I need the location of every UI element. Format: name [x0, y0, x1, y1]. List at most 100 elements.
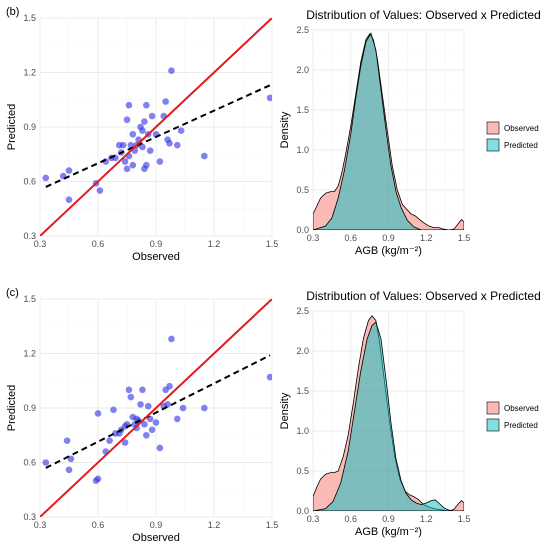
legend: Observed Predicted	[486, 121, 539, 152]
scatter-point	[201, 152, 208, 160]
x-tick-label: 0.3	[34, 239, 47, 249]
scatter-point	[42, 459, 50, 466]
legend-label: Observed	[504, 404, 539, 413]
scatter-point	[127, 393, 135, 401]
scatter-point	[143, 431, 150, 439]
scatter-point	[156, 444, 164, 452]
x-tick-label: 0.9	[382, 233, 395, 243]
density-area-predicted	[313, 32, 464, 230]
scatter-point	[179, 404, 187, 412]
legend-swatch-predicted	[486, 418, 500, 432]
x-tick-label: 0.9	[150, 239, 163, 249]
scatter-point	[139, 127, 146, 134]
plot-area	[40, 18, 272, 236]
y-tick-label: 1.5	[296, 386, 309, 396]
identity-line	[40, 299, 272, 517]
chart-panel-4: 0.3 0.6 0.9 1.2 1.5 0.0 0.5 1.0 1.5 2.0 2.5 AGB (kg…	[279, 289, 541, 538]
chart-title: Distribution of Values: Observed x Predi…	[306, 8, 541, 22]
y-tick-label: 0.9	[23, 403, 36, 413]
x-tick-label: 1.5	[266, 239, 279, 249]
y-tick-label: 2.5	[296, 25, 309, 35]
density-area-predicted	[313, 321, 464, 511]
y-tick-label: 1.0	[296, 426, 309, 436]
plot-area	[40, 299, 272, 517]
chart-panel-3: 0.3 0.6 0.9 1.2 1.5 0.3 0.6 0.9 1.2 1.5 Observed Pr…	[6, 287, 278, 544]
x-tick-label: 0.6	[92, 520, 105, 530]
legend-label: Predicted	[504, 141, 538, 150]
y-axis-label: Predicted	[6, 104, 18, 150]
y-axis-label: Density	[279, 392, 291, 429]
regression-line	[45, 354, 271, 469]
scatter-point	[141, 421, 148, 428]
legend-swatch-observed	[486, 401, 500, 415]
x-axis-label: AGB (kg/m⁻²)	[355, 526, 422, 538]
y-tick-label: 0.3	[23, 231, 36, 241]
scatter-point	[166, 382, 173, 390]
grid	[39, 17, 273, 237]
scatter-point	[164, 401, 171, 408]
panel-label: (c)	[6, 287, 19, 299]
scatter-point	[65, 466, 73, 474]
scatter-point	[156, 158, 164, 165]
scatter-point	[168, 67, 175, 74]
y-tick-label: 0.9	[23, 122, 36, 132]
x-tick-label: 0.9	[382, 514, 395, 524]
y-tick-label: 2.5	[296, 306, 309, 316]
chart-panel-2: 0.3 0.6 0.9 1.2 1.5 0.0 0.5 1.0 1.5 2.0 2.5 AGB (kg…	[279, 8, 541, 257]
y-axis-label: Density	[279, 111, 291, 148]
x-tick-label: 0.9	[150, 520, 163, 530]
x-tick-label: 0.6	[344, 514, 357, 524]
scatter-point	[94, 475, 102, 483]
scatter-point	[148, 112, 156, 120]
scatter-point	[139, 143, 146, 151]
x-tick-label: 0.6	[344, 233, 357, 243]
scatter-point	[110, 406, 117, 414]
y-tick-label: 0.5	[296, 466, 309, 476]
y-tick-label: 0.0	[296, 225, 309, 235]
y-tick-label: 0.6	[23, 177, 36, 187]
x-tick-label: 1.5	[458, 233, 471, 243]
scatter-point	[63, 437, 71, 445]
chart-panel-1: 0.3 0.6 0.9 1.2 1.5 0.3 0.6 0.9 1.2 1.5 Observed Pr…	[6, 6, 278, 263]
scatter-point	[94, 410, 102, 417]
y-tick-label: 0.6	[23, 458, 36, 468]
x-tick-label: 1.2	[420, 514, 433, 524]
scatter-point	[133, 424, 140, 432]
panel-label: (b)	[6, 6, 19, 18]
scatter-point	[173, 141, 181, 149]
x-tick-label: 0.3	[34, 520, 47, 530]
scatter-point	[143, 101, 150, 109]
x-tick-label: 0.3	[307, 233, 320, 243]
x-tick-label: 1.2	[208, 239, 221, 249]
scatter-point	[65, 167, 73, 174]
x-axis-label: Observed	[132, 251, 180, 263]
scatter-point	[119, 141, 127, 149]
identity-line	[40, 18, 272, 236]
scatter-point	[143, 161, 150, 169]
y-tick-label: 0.3	[23, 512, 36, 522]
scatter-point	[42, 174, 50, 182]
x-tick-label: 0.6	[92, 239, 105, 249]
y-tick-label: 1.0	[296, 145, 309, 155]
y-tick-label: 1.5	[296, 105, 309, 115]
scatter-point	[152, 419, 160, 426]
scatter-point	[266, 373, 272, 381]
y-tick-label: 0.0	[296, 506, 309, 516]
scatter-point	[266, 94, 272, 102]
scatter-point	[137, 401, 144, 408]
legend-swatch-predicted	[486, 138, 500, 152]
x-axis-label: Observed	[132, 532, 180, 544]
y-tick-label: 2.0	[296, 346, 309, 356]
scatter-point	[162, 98, 169, 105]
x-tick-label: 1.5	[266, 520, 279, 530]
y-tick-label: 0.5	[296, 185, 309, 195]
legend: Observed Predicted	[486, 401, 539, 432]
scatter-point	[129, 130, 137, 138]
scatter-point	[96, 187, 104, 194]
x-axis-label: AGB (kg/m⁻²)	[355, 245, 422, 257]
scatter-point	[123, 116, 131, 124]
y-tick-label: 1.2	[23, 68, 36, 78]
scatter-point	[65, 196, 73, 203]
scatter-point	[177, 127, 185, 134]
